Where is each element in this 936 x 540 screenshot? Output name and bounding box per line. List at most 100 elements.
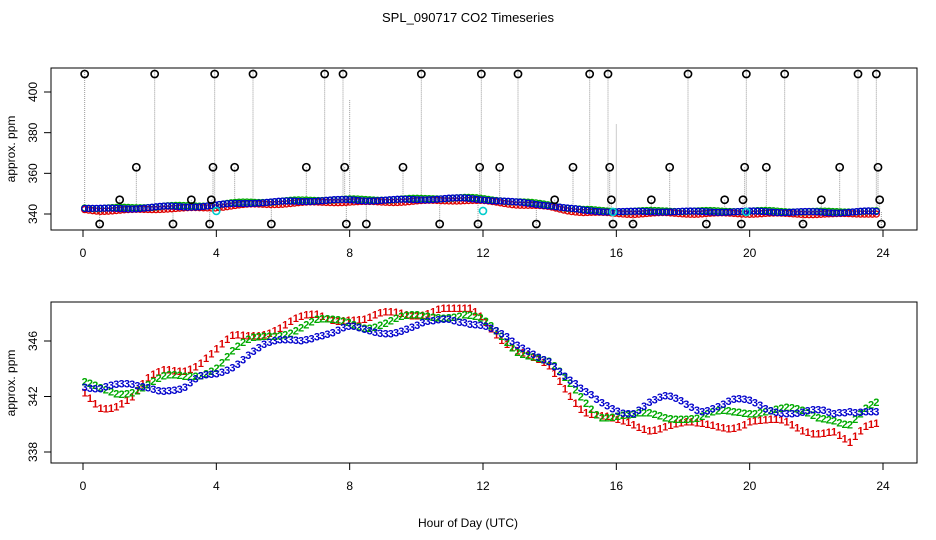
top-series-3-point (623, 207, 631, 215)
bottom-series-1-glyph: 1 (187, 364, 193, 376)
bottom-series-2-glyph: 2 (847, 420, 853, 432)
bottom-series-2-glyph: 2 (499, 331, 505, 343)
top-outlier-circle (266, 219, 276, 229)
bottom-series-3-glyph: 3 (873, 407, 879, 419)
top-series-3-point (318, 197, 326, 205)
bottom-series-3-glyph: 3 (87, 383, 93, 395)
top-outlier-circle (603, 69, 613, 79)
bottom-series-3-glyph: 3 (683, 399, 689, 411)
top-series-3-point (567, 204, 576, 213)
bottom-series-1-glyph: 1 (820, 428, 826, 440)
bottom-series-2-glyph: 2 (720, 405, 726, 417)
top-series-3-point (461, 194, 469, 202)
bottom-series-3-glyph: 3 (266, 337, 272, 349)
top-reference-point (608, 207, 618, 217)
top-series-3-point (666, 208, 675, 216)
top-x-tick-label: 24 (876, 246, 890, 260)
bottom-series-2-glyph: 2 (182, 371, 188, 383)
top-series-3-point (852, 208, 861, 216)
bottom-series-2-glyph: 2 (572, 385, 578, 397)
top-series-3-point (124, 205, 132, 213)
top-series-3-point (556, 203, 564, 211)
bottom-series-2-glyph: 2 (625, 409, 631, 421)
bottom-series-1-glyph: 1 (525, 349, 531, 361)
bottom-series-2-glyph: 2 (166, 369, 172, 381)
bottom-series-3-glyph: 3 (319, 331, 325, 343)
bottom-series-3-glyph: 3 (250, 346, 256, 358)
bottom-series-1-glyph: 1 (388, 307, 394, 319)
bottom-series-1-glyph: 1 (530, 352, 536, 364)
bottom-y-tick-label: 338 (26, 442, 40, 462)
bottom-series-3-glyph: 3 (704, 405, 710, 417)
top-series-3-point (108, 204, 117, 212)
top-y-tick-label: 380 (26, 122, 40, 142)
top-series-3-point (829, 209, 837, 217)
bottom-series-1-glyph: 1 (504, 339, 510, 351)
bottom-series-2-glyph: 2 (82, 376, 88, 388)
top-series-3-point (358, 197, 366, 205)
top-series-3-point (532, 200, 540, 209)
top-series-3-point (579, 206, 588, 214)
bottom-series-1-glyph: 1 (699, 418, 705, 430)
bottom-series-2-glyph: 2 (134, 385, 140, 397)
bottom-series-2-glyph: 2 (815, 413, 821, 425)
top-panel: approx. ppm 0 4 8 12 16 20 24 340 360 380 400 (4, 67, 918, 260)
bottom-series-2-glyph: 2 (435, 313, 441, 325)
bottom-series-2-glyph: 2 (409, 309, 415, 321)
top-series-3-point (773, 208, 782, 217)
bottom-series-1-glyph: 1 (636, 422, 642, 434)
bottom-series-3-glyph: 3 (583, 386, 589, 398)
bottom-series-2-glyph: 2 (747, 409, 753, 421)
top-series-3-point (286, 197, 295, 205)
bottom-series-2-glyph: 2 (272, 331, 278, 343)
top-series-3-point (100, 204, 109, 212)
bottom-series-3-glyph: 3 (520, 343, 526, 355)
top-series-3-point (350, 196, 358, 204)
bottom-series-2-glyph: 2 (282, 330, 288, 342)
top-series-3-point (409, 195, 417, 204)
bottom-series-2-glyph: 2 (372, 322, 378, 334)
bottom-series-2-glyph: 2 (535, 353, 541, 365)
bottom-series-3-glyph: 3 (404, 324, 410, 336)
bottom-series-1-glyph: 1 (509, 343, 515, 355)
top-series-3-point (203, 202, 212, 210)
bottom-series-3-glyph: 3 (847, 407, 853, 419)
bottom-series-3-glyph: 3 (229, 363, 235, 375)
bottom-series-2-glyph: 2 (171, 369, 177, 381)
top-series-3-point (706, 208, 714, 216)
top-outlier-circle (475, 162, 485, 172)
top-x-tick-label: 12 (476, 246, 490, 260)
bottom-series-2-glyph: 2 (414, 310, 420, 322)
bottom-series-2-glyph: 2 (731, 406, 737, 418)
bottom-series-1-glyph: 1 (367, 312, 373, 324)
bottom-series-2-glyph: 2 (762, 406, 768, 418)
top-outlier-circle (95, 219, 105, 229)
top-axes: 0 4 8 12 16 20 24 340 360 380 400 (26, 82, 890, 260)
top-series-3-point (148, 203, 156, 211)
top-series-3-point (761, 208, 770, 216)
bottom-series-2-glyph: 2 (340, 316, 346, 328)
bottom-series-2-glyph: 2 (736, 407, 742, 419)
bottom-series-1-glyph: 1 (657, 423, 663, 435)
bottom-series-1-glyph: 1 (710, 420, 716, 432)
bottom-series-2-glyph: 2 (752, 408, 758, 420)
bottom-series-3-glyph: 3 (92, 383, 98, 395)
bottom-series-1-glyph: 1 (551, 368, 557, 380)
top-series-3-point (401, 195, 409, 203)
bottom-series-3-glyph: 3 (161, 386, 167, 398)
top-outlier-circle (646, 195, 656, 205)
top-series-3-point (128, 205, 136, 213)
top-series-3-point (294, 197, 303, 205)
bottom-series-3-glyph: 3 (784, 409, 790, 421)
top-series-3-point (833, 209, 841, 217)
bottom-series-2-glyph: 2 (831, 415, 837, 427)
bottom-series-3-glyph: 3 (557, 367, 563, 379)
bottom-series-1-glyph: 1 (646, 426, 652, 438)
bottom-series-3-glyph: 3 (657, 392, 663, 404)
top-series-3-point (785, 208, 793, 217)
top-series-3-point (702, 208, 710, 216)
bottom-series-2-glyph: 2 (345, 317, 351, 329)
bottom-series-2-glyph: 2 (514, 347, 520, 359)
bottom-series-1-glyph: 1 (250, 331, 256, 343)
bottom-series-1-glyph: 1 (335, 316, 341, 328)
